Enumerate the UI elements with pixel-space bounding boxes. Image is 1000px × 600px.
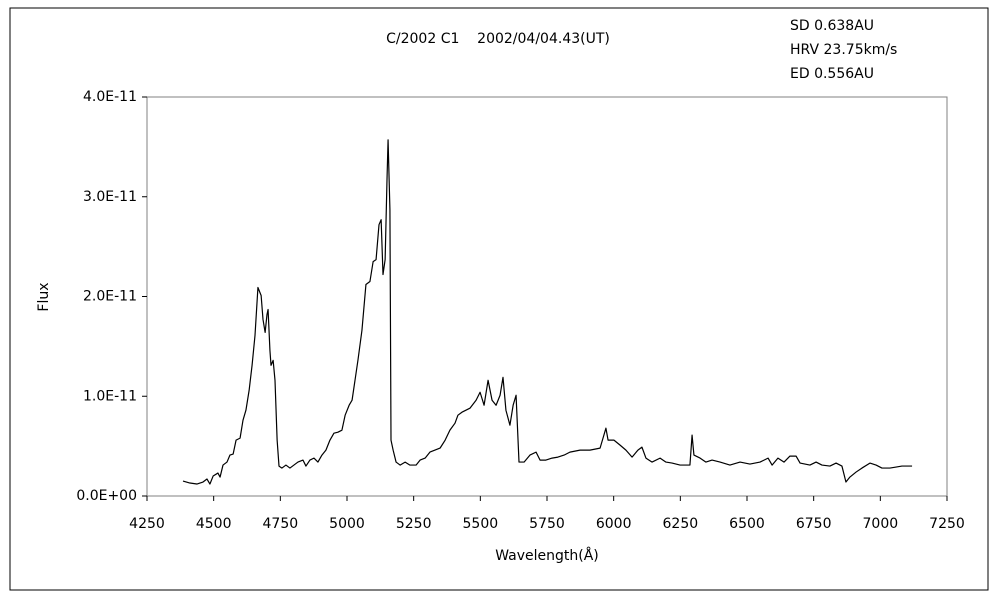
y-tick-label: 4.0E-11 xyxy=(83,89,137,105)
y-axis-label: Flux xyxy=(36,282,52,311)
x-tick-label: 5500 xyxy=(463,516,499,532)
x-tick-label: 4250 xyxy=(129,516,165,532)
annotation: ED 0.556AU xyxy=(790,66,874,82)
x-tick-label: 6000 xyxy=(596,516,632,532)
annotation: HRV 23.75km/s xyxy=(790,42,897,58)
y-tick-label: 1.0E-11 xyxy=(83,388,137,404)
x-tick-label: 5250 xyxy=(396,516,432,532)
y-tick-label: 3.0E-11 xyxy=(83,189,137,205)
x-tick-label: 7000 xyxy=(863,516,899,532)
x-tick-label: 6500 xyxy=(729,516,765,532)
x-tick-label: 5000 xyxy=(329,516,365,532)
x-tick-label: 6250 xyxy=(663,516,699,532)
annotation: SD 0.638AU xyxy=(790,18,874,34)
x-tick-label: 4750 xyxy=(263,516,299,532)
x-tick-label: 4500 xyxy=(196,516,232,532)
x-tick-label: 6750 xyxy=(796,516,832,532)
x-tick-label: 7250 xyxy=(929,516,965,532)
plot-area xyxy=(146,96,948,497)
x-tick-label: 5750 xyxy=(529,516,565,532)
spectrum-line xyxy=(182,139,913,485)
y-tick-label: 2.0E-11 xyxy=(83,289,137,305)
x-axis-label: Wavelength(Å) xyxy=(495,547,599,564)
chart-title: C/2002 C1 2002/04/04.43(UT) xyxy=(386,31,610,47)
y-tick-label: 0.0E+00 xyxy=(76,488,137,504)
